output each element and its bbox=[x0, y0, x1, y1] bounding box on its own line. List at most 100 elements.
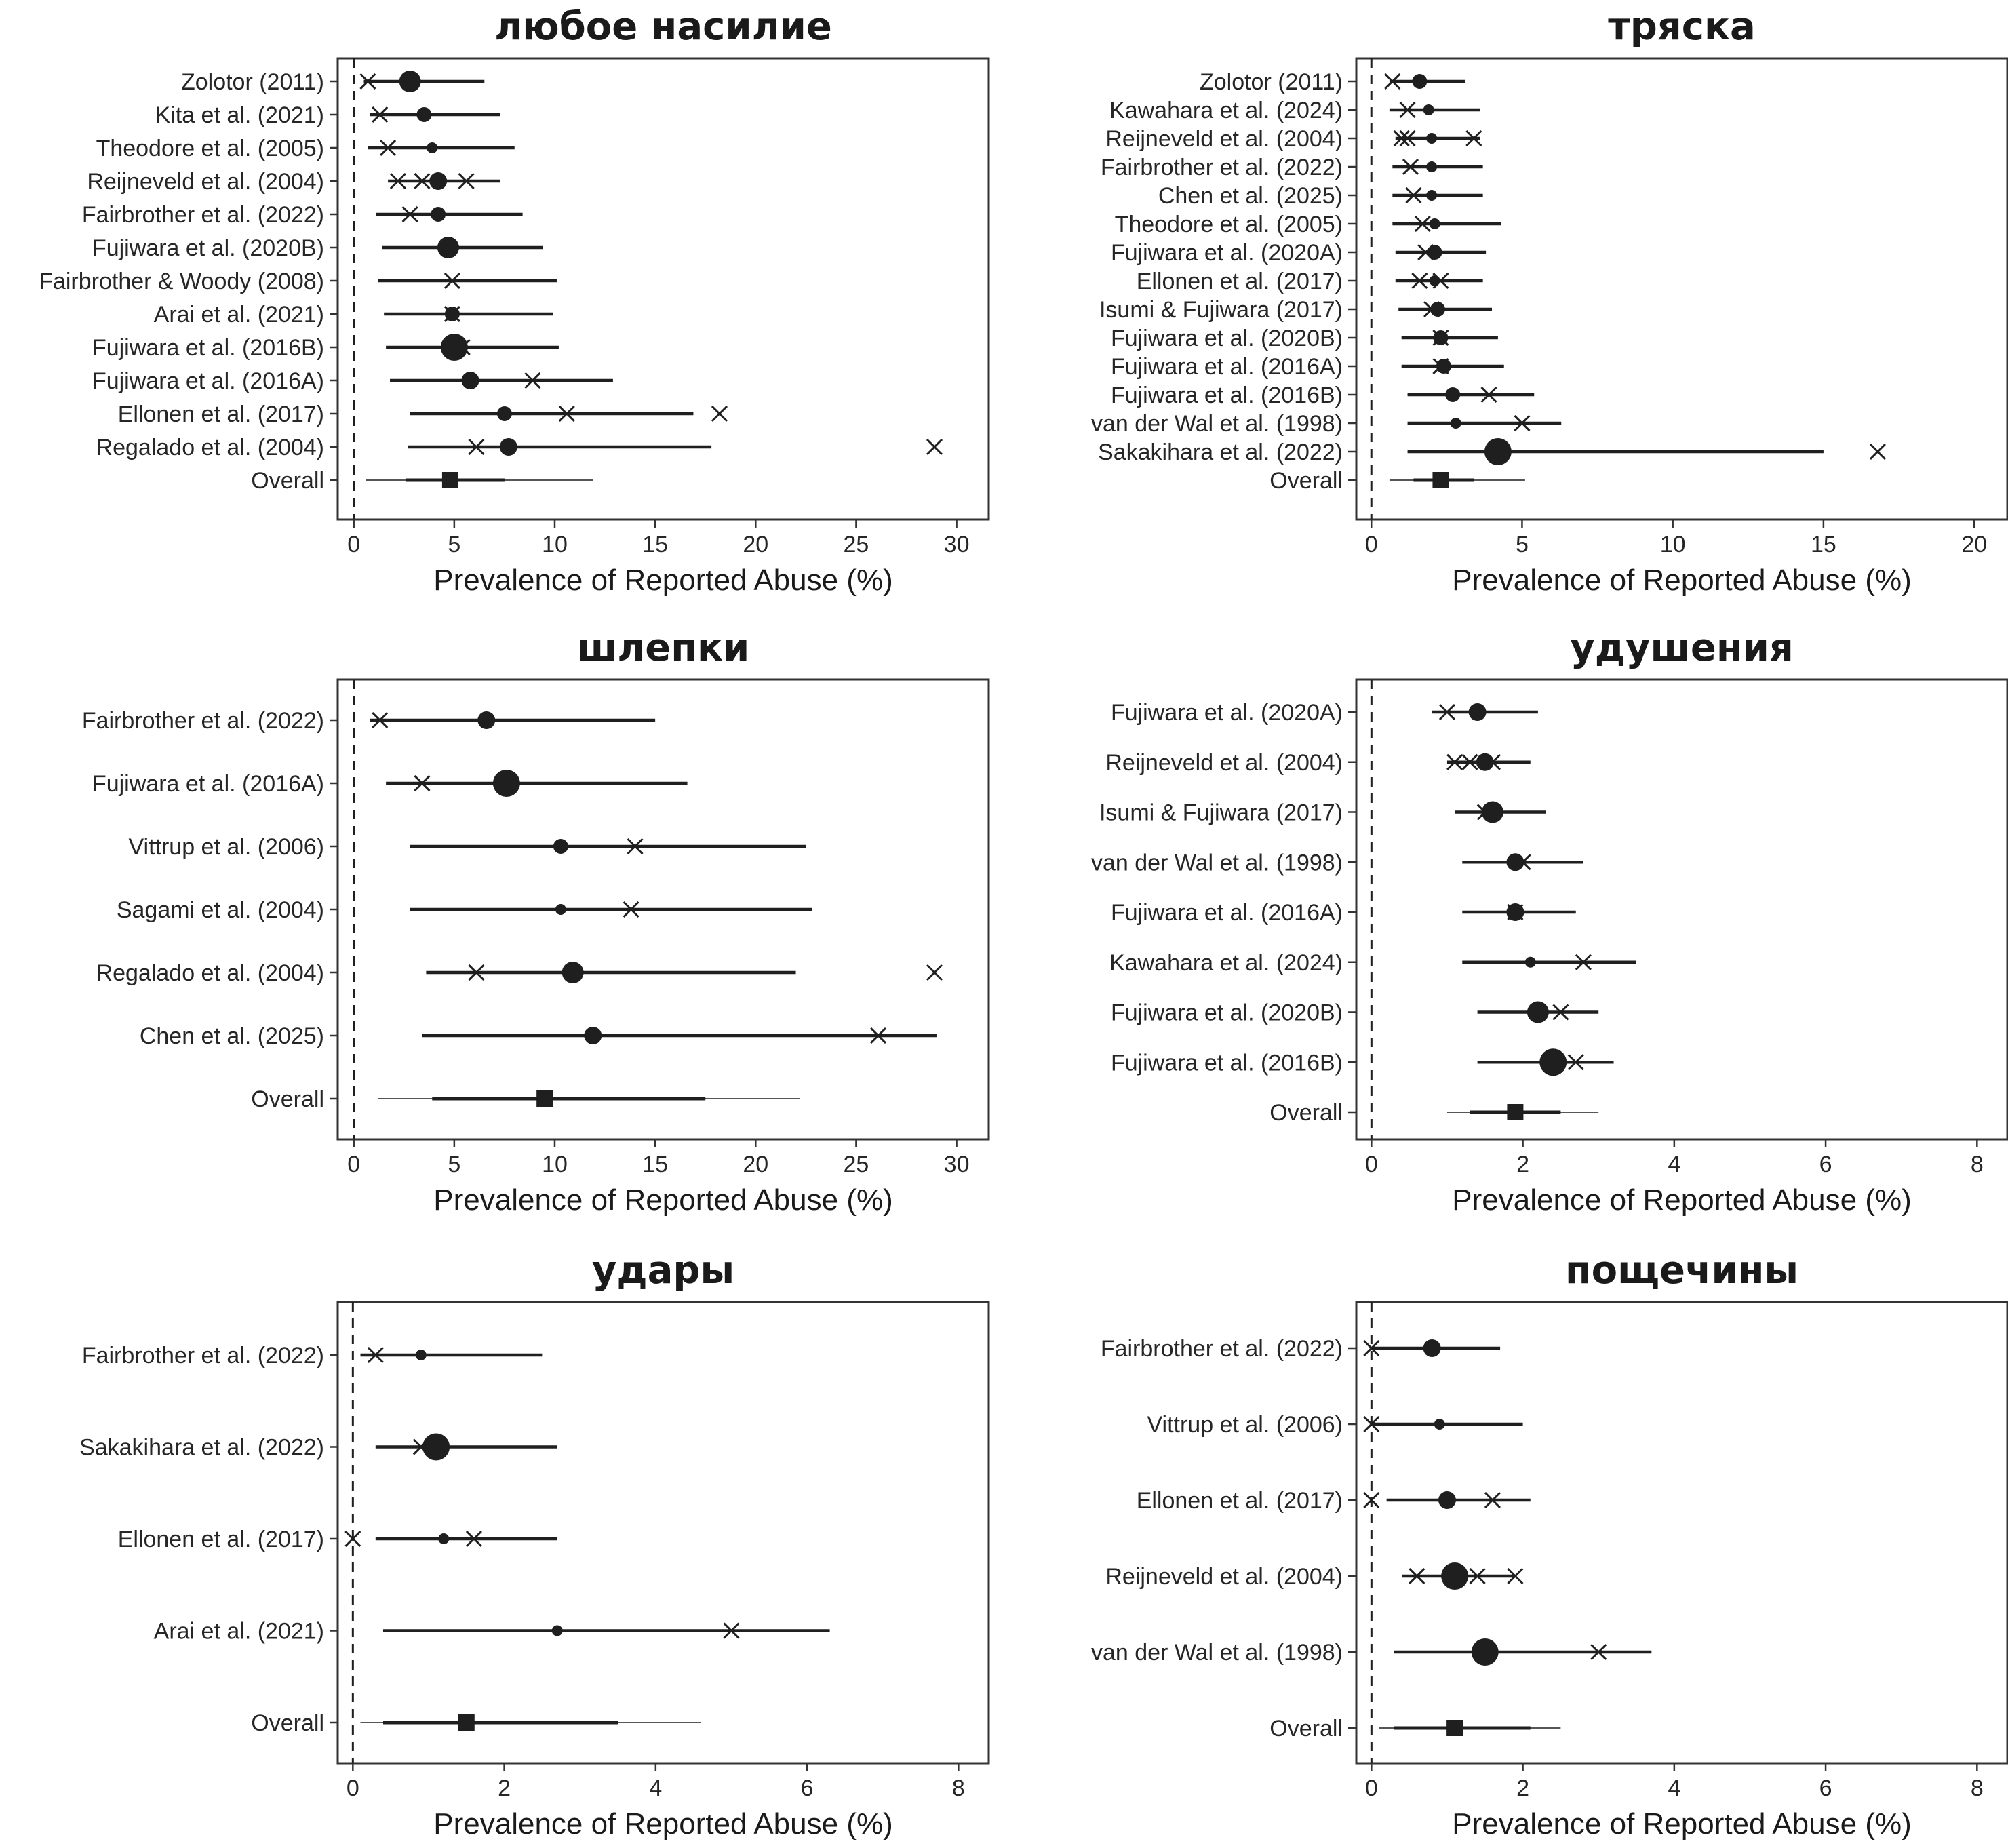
cross-marker bbox=[1411, 272, 1428, 290]
study-row: Kita et al. (2021) bbox=[155, 102, 500, 128]
study-label: van der Wal et al. (1998) bbox=[1091, 1640, 1343, 1666]
cross-marker bbox=[1423, 300, 1440, 318]
cross-marker bbox=[1552, 1004, 1569, 1021]
study-estimate-point bbox=[1426, 190, 1438, 201]
panel-frame bbox=[1355, 678, 2008, 1141]
cross-marker bbox=[458, 172, 475, 190]
panel-frame bbox=[1355, 57, 2008, 521]
study-estimate-point bbox=[1468, 703, 1487, 721]
cross-marker bbox=[1393, 130, 1410, 147]
study-estimate-point bbox=[1436, 359, 1451, 374]
study-row: Reijneveld et al. (2004) bbox=[1105, 750, 1531, 776]
cross-marker bbox=[1432, 357, 1449, 375]
study-row: Ellonen et al. (2017) bbox=[118, 401, 728, 427]
study-row: Arai et al. (2021) bbox=[154, 1619, 830, 1645]
cross-marker bbox=[1363, 1491, 1380, 1509]
cross-marker bbox=[869, 1027, 887, 1044]
cross-marker bbox=[1409, 1567, 1425, 1585]
panel-title: пощечины bbox=[1565, 1249, 1798, 1293]
study-estimate-point bbox=[431, 207, 446, 222]
cross-marker bbox=[1484, 1491, 1501, 1509]
study-row: Sakakihara et al. (2022) bbox=[79, 1433, 557, 1461]
study-row: Fairbrother et al. (2022) bbox=[1101, 155, 1483, 180]
study-row: Ellonen et al. (2017) bbox=[118, 1527, 557, 1552]
study-label: Fujiwara et al. (2016A) bbox=[1111, 354, 1343, 380]
study-estimate-point bbox=[461, 372, 479, 389]
cross-marker bbox=[1480, 386, 1497, 404]
x-tick-label: 0 bbox=[347, 532, 360, 557]
cross-marker bbox=[444, 272, 460, 290]
study-estimate-point bbox=[584, 1027, 602, 1044]
x-tick-label: 20 bbox=[1961, 532, 1987, 557]
study-row: Fujiwara et al. (2016A) bbox=[1111, 354, 1504, 380]
cross-marker bbox=[1484, 753, 1501, 770]
x-axis-label: Prevalence of Reported Abuse (%) bbox=[433, 564, 893, 597]
overall-row: Overall bbox=[251, 468, 593, 494]
overall-label: Overall bbox=[1269, 1716, 1343, 1742]
study-label: Fujiwara et al. (2020A) bbox=[1111, 240, 1343, 266]
overall-row: Overall bbox=[251, 1710, 701, 1736]
study-row: Fujiwara et al. (2016B) bbox=[92, 334, 559, 361]
x-tick-label: 25 bbox=[844, 1152, 869, 1177]
study-row: Chen et al. (2025) bbox=[140, 1023, 937, 1049]
x-tick-label: 0 bbox=[347, 1775, 359, 1801]
cross-marker bbox=[1417, 243, 1434, 261]
study-row: van der Wal et al. (1998) bbox=[1091, 1638, 1652, 1666]
study-row: Fairbrother et al. (2022) bbox=[1101, 1336, 1501, 1362]
panel-frame bbox=[336, 1301, 990, 1765]
overall-estimate-square bbox=[1446, 1720, 1463, 1736]
study-row: Regalado et al. (2004) bbox=[96, 960, 943, 986]
study-row: Reijneveld et al. (2004) bbox=[1105, 1562, 1524, 1590]
x-tick-label: 15 bbox=[642, 1152, 668, 1177]
study-estimate-point bbox=[562, 962, 584, 983]
overall-row: Overall bbox=[1269, 1716, 1561, 1742]
study-estimate-point bbox=[427, 142, 438, 153]
study-row: Ellonen et al. (2017) bbox=[1137, 269, 1483, 294]
x-tick-label: 2 bbox=[498, 1775, 511, 1801]
cross-marker bbox=[454, 338, 471, 356]
study-label: Ellonen et al. (2017) bbox=[1137, 1488, 1343, 1514]
overall-row: Overall bbox=[251, 1086, 800, 1112]
cross-marker bbox=[1461, 753, 1478, 770]
study-label: Fairbrother et al. (2022) bbox=[1101, 155, 1343, 180]
x-tick-label: 30 bbox=[944, 1152, 970, 1177]
cross-marker bbox=[1438, 703, 1456, 721]
x-tick-label: 4 bbox=[1668, 1775, 1680, 1801]
study-estimate-point bbox=[1426, 133, 1438, 144]
cross-marker bbox=[1567, 1054, 1584, 1071]
cross-marker bbox=[1465, 130, 1482, 147]
panel-frame bbox=[336, 57, 990, 521]
study-row: Fujiwara et al. (2020B) bbox=[92, 235, 543, 261]
cross-marker bbox=[1476, 804, 1493, 821]
overall-row: Overall bbox=[1269, 468, 1525, 494]
study-estimate-point bbox=[1423, 104, 1434, 115]
x-axis-label: Prevalence of Reported Abuse (%) bbox=[1452, 1183, 1912, 1217]
study-estimate-point bbox=[499, 438, 517, 456]
panel-title: шлепки bbox=[577, 626, 749, 670]
study-row: Fairbrother et al. (2022) bbox=[82, 1343, 543, 1369]
x-tick-label: 5 bbox=[1516, 532, 1529, 557]
cross-marker bbox=[414, 172, 431, 190]
overall-label: Overall bbox=[251, 1710, 324, 1736]
study-estimate-point bbox=[1524, 956, 1536, 968]
study-label: Theodore et al. (2005) bbox=[1115, 212, 1343, 237]
x-tick-label: 6 bbox=[1819, 1152, 1832, 1177]
cross-marker bbox=[1384, 73, 1401, 90]
x-tick-label: 20 bbox=[743, 532, 768, 557]
cross-marker bbox=[723, 1622, 740, 1639]
x-tick-label: 30 bbox=[944, 532, 970, 557]
cross-marker bbox=[1402, 158, 1419, 176]
cross-marker bbox=[380, 139, 397, 157]
x-tick-label: 15 bbox=[1811, 532, 1836, 557]
study-label: Ellonen et al. (2017) bbox=[118, 401, 324, 427]
forest-panel: удары 0 2 4 6 8 Prevalence of Reported Abuse (… bbox=[79, 1249, 990, 1841]
x-tick-label: 4 bbox=[649, 1775, 662, 1801]
study-label: Fujiwara et al. (2020B) bbox=[92, 235, 324, 261]
x-axis-label: Prevalence of Reported Abuse (%) bbox=[1452, 564, 1912, 597]
x-tick-label: 0 bbox=[1365, 1775, 1378, 1801]
overall-label: Overall bbox=[251, 468, 324, 494]
cross-marker bbox=[1363, 1339, 1380, 1357]
cross-marker bbox=[401, 205, 418, 223]
forest-panel: пощечины 0 2 4 6 8 Prevalence of Reported Abus… bbox=[1091, 1249, 2008, 1841]
overall-label: Overall bbox=[1269, 1100, 1343, 1126]
